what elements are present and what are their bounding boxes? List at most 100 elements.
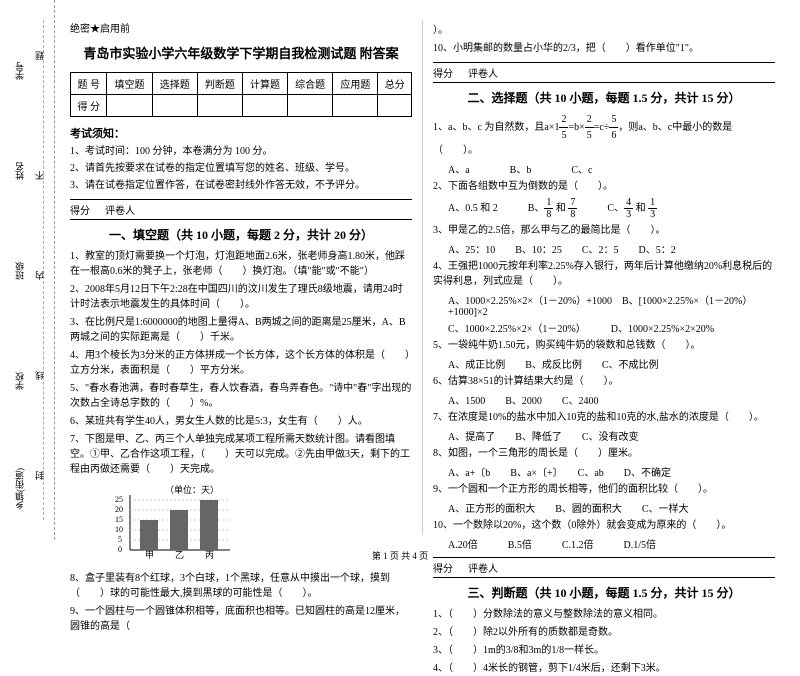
- bar-2: [170, 510, 188, 550]
- binding-class: 班级: [13, 262, 26, 280]
- binding-id: 学号: [13, 62, 26, 80]
- q1-3: 3、在比例尺是1:6000000的地图上量得A、B两城之间的距离是25厘米，A、…: [70, 315, 412, 345]
- notice-item: 1、考试时间：100 分钟，本卷满分为 100 分。: [70, 145, 412, 159]
- q2-1c: =c÷: [594, 122, 610, 133]
- q1-8: 8、盒子里装有8个红球，3个白球，1个黑球，任意从中摸出一个球，摸到（ ）球的可…: [70, 571, 412, 601]
- th-total: 总分: [378, 73, 412, 95]
- q2-10: 10、一个数除以20%，这个数（0除外）就会变成为原来的（ ）。: [433, 518, 775, 533]
- opt-b: 和: [553, 203, 568, 214]
- opt-d: 和: [633, 203, 648, 214]
- th-app: 应用题: [333, 73, 378, 95]
- binding-seal4: 不: [33, 171, 46, 180]
- bar-1: [140, 520, 158, 550]
- notice-title: 考试须知：: [70, 125, 412, 141]
- q2-5-opts: A、成正比例 B、成反比例 C、不成比例: [433, 356, 775, 371]
- binding-seal2: 线: [33, 371, 46, 380]
- td-blank[interactable]: [378, 95, 412, 117]
- reviewer-label: 评卷人: [468, 65, 498, 80]
- td-blank[interactable]: [242, 95, 287, 117]
- q2-1: 1、a、b、c 为自然数，且a×125=b×25=c÷56，则a、b、c中最小的…: [433, 112, 775, 158]
- q1-9-end: ）。: [433, 23, 775, 38]
- opt-a: A、0.5 和 2 B、: [448, 203, 544, 214]
- score-label: 得分: [70, 202, 90, 217]
- q2-9-opts: A、正方形的面积大 B、圆的面积大 C、一样大: [433, 500, 775, 515]
- q2-8-opts: A、a+〔b B、a×〔+〕 C、ab D、不确定: [433, 464, 775, 479]
- score-label: 得分: [433, 65, 453, 80]
- q1-1: 1、教室的顶灯需要换一个灯泡，灯泡距地面2.6米，张老师身高1.80米，他踩在一…: [70, 249, 412, 279]
- notice-item: 2、请首先按要求在试卷的指定位置填写您的姓名、班级、学号。: [70, 162, 412, 176]
- q2-7: 7、在浓度是10%的盐水中加入10克的盐和10克的水,盐水的浓度是（ ）。: [433, 410, 775, 425]
- td-blank[interactable]: [107, 95, 152, 117]
- frac-2-5b: 25: [585, 112, 594, 143]
- binding-school: 学校: [13, 372, 26, 390]
- q2-2: 2、下面各组数中互为倒数的是（ ）。: [433, 179, 775, 194]
- left-column: 绝密★启用前 青岛市实验小学六年级数学下学期自我检测试题 附答案 题 号 填空题…: [60, 20, 423, 535]
- binding-township: 乡镇(街道): [13, 468, 26, 510]
- q2-6-opts: A、1500 B、2000 C、2400: [433, 392, 775, 407]
- bar-3: [200, 500, 218, 550]
- q3-1: 1、（ ）分数除法的意义与整数除法的意义相同。: [433, 607, 775, 622]
- th-choice: 选择题: [152, 73, 197, 95]
- frac-5-6: 56: [609, 112, 618, 143]
- chart-ylabel: （单位：天）: [165, 485, 219, 495]
- binding-seal3: 内: [33, 271, 46, 280]
- tick-15: 15: [115, 515, 123, 524]
- section-header-1: 得分 评卷人: [70, 199, 412, 220]
- section-3-title: 三、判断题（共 10 小题，每题 1.5 分，共计 15 分）: [433, 584, 775, 601]
- q2-3: 3、甲是乙的2.5倍，那么甲与乙的最简比是（ ）。: [433, 223, 775, 238]
- exam-title: 青岛市实验小学六年级数学下学期自我检测试题 附答案: [70, 43, 412, 62]
- q2-6: 6、估算38×51的计算结果大约是（ ）。: [433, 374, 775, 389]
- q2-9: 9、一个圆和一个正方形的周长相等，他们的面积比较（ ）。: [433, 482, 775, 497]
- q3-4: 4、（ ）4米长的钢管，剪下1/4米后，还剩下3米。: [433, 661, 775, 676]
- reviewer-label: 评卷人: [105, 202, 135, 217]
- opt-c: C、: [577, 203, 624, 214]
- q1-10: 10、小明集邮的数量占小华的2/3，把（ ）看作单位"1"。: [433, 41, 775, 56]
- table-row: 得 分: [71, 95, 412, 117]
- q2-8: 8、如图，一个三角形的周长是（ ）厘米。: [433, 446, 775, 461]
- td-blank[interactable]: [152, 95, 197, 117]
- tick-20: 20: [115, 505, 123, 514]
- binding-seal1: 封: [33, 471, 46, 480]
- q2-7-opts: A、提高了 B、降低了 C、没有改变: [433, 428, 775, 443]
- th-num: 题 号: [71, 73, 107, 95]
- q1-9: 9、一个圆柱与一个圆锥体积相等，底面积也相等。已知圆柱的高是12厘米，圆锥的高是…: [70, 604, 412, 634]
- q1-5: 5、"春水春池满，春时春草生，春人饮春酒，春鸟弄春色。"诗中"春"字出现的次数占…: [70, 381, 412, 411]
- q1-6: 6、某班共有学生40人，男女生人数的比是5:3，女生有（ ）人。: [70, 414, 412, 429]
- fold-line: [43, 20, 44, 520]
- right-column: ）。 10、小明集邮的数量占小华的2/3，把（ ）看作单位"1"。 得分 评卷人…: [423, 20, 785, 535]
- table-row: 题 号 填空题 选择题 判断题 计算题 综合题 应用题 总分: [71, 73, 412, 95]
- td-blank[interactable]: [333, 95, 378, 117]
- q2-4b: C、1000×2.25%×2×（1－20%） D、1000×2.25%×2×20…: [433, 320, 775, 335]
- q2-4a: A、1000×2.25%×2×（1－20%）+1000 B、[1000×2.25…: [433, 292, 775, 318]
- td-blank[interactable]: [197, 95, 242, 117]
- frac-4-3: 43: [624, 197, 633, 220]
- q1-7: 7、下图是甲、乙、丙三个人单独完成某项工程所需天数统计图。请看图填空。①甲、乙合…: [70, 432, 412, 477]
- score-table: 题 号 填空题 选择题 判断题 计算题 综合题 应用题 总分 得 分: [70, 72, 412, 117]
- q1-2: 2、2008年5月12日下午2:28在中国四川的汶川发生了理氏8级地震，请用24…: [70, 282, 412, 312]
- binding-seal5: 题: [33, 51, 46, 60]
- th-comp: 综合题: [288, 73, 333, 95]
- q2-3-opts: A、25：10 B、10：25 C、2：5 D、5：2: [433, 241, 775, 256]
- section-2-title: 二、选择题（共 10 小题，每题 1.5 分，共计 15 分）: [433, 89, 775, 106]
- th-calc: 计算题: [242, 73, 287, 95]
- binding-name: 姓名: [13, 162, 26, 180]
- q2-1b: =b×: [568, 122, 584, 133]
- tick-5: 5: [118, 535, 122, 544]
- td-score: 得 分: [71, 95, 107, 117]
- section-header-2: 得分 评卷人: [433, 62, 775, 83]
- frac-1-3: 13: [648, 197, 657, 220]
- th-fill: 填空题: [107, 73, 152, 95]
- q2-1-opts: A、a B、b C、c: [433, 161, 775, 176]
- reviewer-label: 评卷人: [468, 560, 498, 575]
- page-container: 绝密★启用前 青岛市实验小学六年级数学下学期自我检测试题 附答案 题 号 填空题…: [0, 0, 800, 540]
- secret-label: 绝密★启用前: [70, 20, 412, 35]
- q2-1a: 1、a、b、c 为自然数，且a×1: [433, 122, 559, 133]
- tick-25: 25: [115, 495, 123, 504]
- binding-margin: 乡镇(街道) 学校 班级 姓名 学号 封 线 内 不 题: [5, 0, 55, 540]
- score-label: 得分: [433, 560, 453, 575]
- q3-3: 3、（ ）1m的3/8和3m的1/8一样长。: [433, 643, 775, 658]
- tick-10: 10: [115, 525, 123, 534]
- td-blank[interactable]: [288, 95, 333, 117]
- q2-5: 5、一袋纯牛奶1.50元，购买纯牛奶的袋数和总钱数（ ）。: [433, 338, 775, 353]
- q2-4: 4、王强把1000元按年利率2.25%存入银行，两年后计算他缴纳20%利息税后的…: [433, 259, 775, 289]
